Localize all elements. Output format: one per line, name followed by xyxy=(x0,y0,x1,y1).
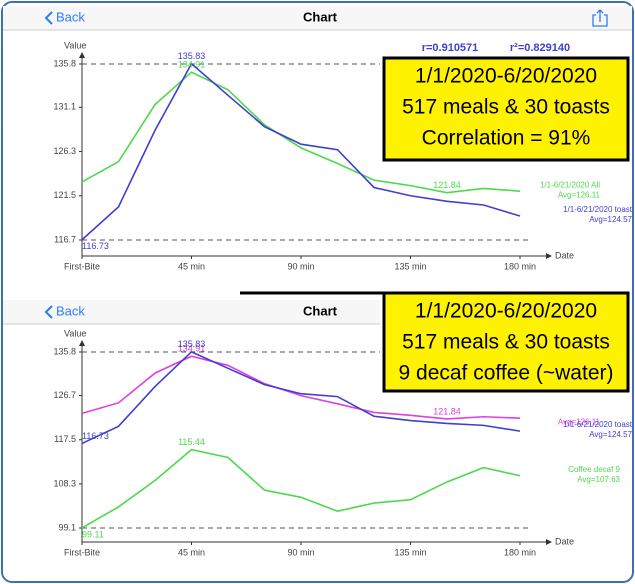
back-button[interactable]: Back xyxy=(56,9,85,24)
y-tick-label: 126.3 xyxy=(53,146,76,156)
y-tick-label: 116.7 xyxy=(54,234,76,244)
x-tick-label: 45 min xyxy=(178,261,205,271)
nav-title: Chart xyxy=(303,9,338,24)
point-label: 135.83 xyxy=(178,339,206,349)
x-tick-label: 180 min xyxy=(504,547,536,557)
x-tick-label: 45 min xyxy=(178,547,205,557)
y-tick-label: 108.3 xyxy=(53,478,76,488)
y-tick-label: 99.1 xyxy=(58,522,76,532)
x-tick-label: 90 min xyxy=(287,261,314,271)
y-tick-label: 117.5 xyxy=(54,434,76,444)
x-tick-label: 90 min xyxy=(287,547,314,557)
info-box-line: 1/1/2020-6/20/2020 xyxy=(415,65,597,88)
screenshot: Back Chart r=0.910571 r²=0.829140 Value Date 1… xyxy=(0,0,635,584)
legend-avg: Avg=124.57 xyxy=(589,430,632,439)
stat: r=0.910571 xyxy=(422,42,479,54)
stat: r²=0.829140 xyxy=(510,42,570,54)
info-box-line: 517 meals & 30 toasts xyxy=(402,96,610,119)
legend-avg: Avg=126.11 xyxy=(558,190,601,199)
y-tick-label: 126.7 xyxy=(53,390,76,400)
legend-avg: Avg=107.63 xyxy=(577,475,620,484)
x-tick-label: 135 min xyxy=(394,547,426,557)
legend-name: Coffee decaf 9 xyxy=(568,465,620,474)
x-axis-label: Date xyxy=(555,536,574,546)
point-label: 116.73 xyxy=(82,241,109,251)
info-box-line: 517 meals & 30 toasts xyxy=(402,331,610,354)
y-axis-label: Value xyxy=(64,328,86,338)
legend-name: 1/1-6/21/2020 toast xyxy=(563,420,633,429)
x-tick-label: 135 min xyxy=(394,261,426,271)
info-box-line: 9 decaf coffee (~water) xyxy=(399,362,614,385)
x-tick-label: First-Bite xyxy=(64,261,100,271)
x-tick-label: First-Bite xyxy=(64,547,100,557)
legend-name: 1/1-6/21/2020 toast xyxy=(563,205,633,214)
y-tick-label: 135.8 xyxy=(53,58,76,68)
page: Back Chart r=0.910571 r²=0.829140 Value Date 1… xyxy=(0,0,635,584)
y-tick-label: 131.1 xyxy=(53,102,76,112)
x-tick-label: 180 min xyxy=(504,261,536,271)
back-button[interactable]: Back xyxy=(56,303,85,318)
point-label: 135.83 xyxy=(178,51,206,61)
nav-title: Chart xyxy=(303,303,338,318)
info-box-line: Correlation = 91% xyxy=(422,127,591,150)
legend-avg: Avg=124.57 xyxy=(589,215,632,224)
point-label: 121.84 xyxy=(433,406,461,416)
info-box-line: 1/1/2020-6/20/2020 xyxy=(415,300,597,323)
y-tick-label: 135.8 xyxy=(53,346,76,356)
point-label: 99.11 xyxy=(82,529,104,539)
y-axis-label: Value xyxy=(64,40,86,50)
point-label: 116.73 xyxy=(82,431,109,441)
legend-name: 1/1-6/21/2020 All xyxy=(540,180,600,189)
y-tick-label: 121.5 xyxy=(53,190,76,200)
point-label: 121.84 xyxy=(433,180,461,190)
point-label: 115.44 xyxy=(178,437,205,447)
x-axis-label: Date xyxy=(555,250,574,260)
